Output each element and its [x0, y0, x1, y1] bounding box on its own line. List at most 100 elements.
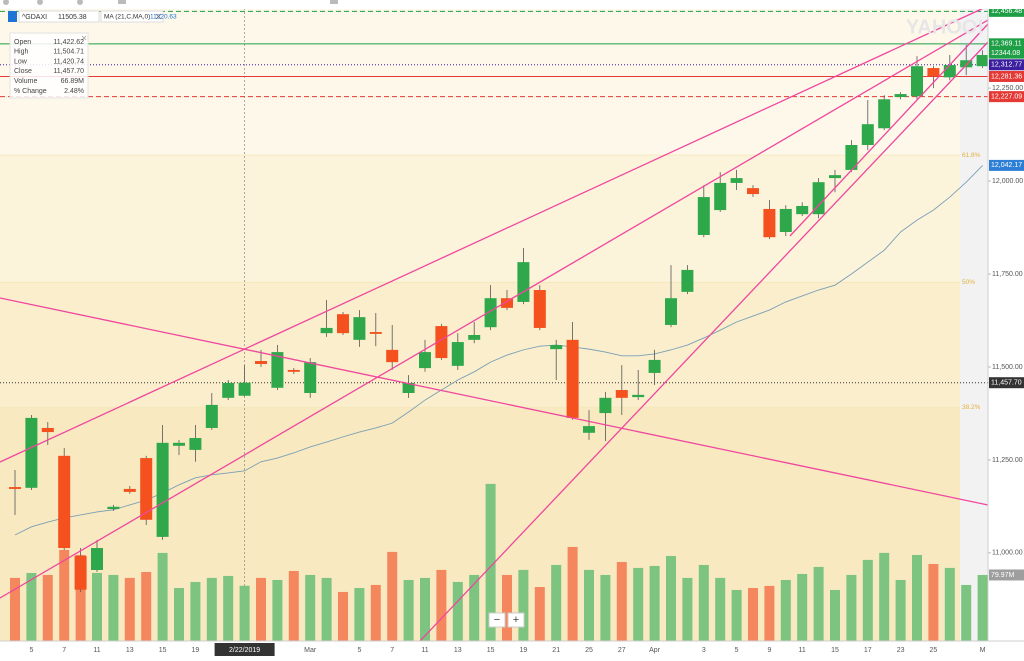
- volume-bar: [124, 577, 135, 641]
- fib-label: 61.8%: [962, 152, 981, 159]
- crosshair-date-box: [214, 643, 275, 656]
- zoom-in[interactable]: +: [513, 614, 519, 626]
- info-key: High: [14, 49, 29, 56]
- x-tick-label: 7: [62, 647, 66, 654]
- candle-body: [255, 361, 267, 365]
- symbol-box[interactable]: [18, 10, 100, 23]
- candle-body: [419, 352, 431, 369]
- volume-bar: [534, 587, 545, 641]
- level-label-box: [989, 159, 1024, 171]
- volume-bar: [403, 579, 414, 641]
- info-value: 2.48%: [64, 88, 84, 95]
- x-tick-label: 9: [767, 647, 771, 654]
- volume-bar: [288, 570, 299, 641]
- level-label-box: [989, 5, 1024, 17]
- level-label-box: [989, 59, 1024, 71]
- toolbar-icon: [3, 0, 9, 5]
- ma-line: [14, 165, 983, 536]
- volume-bar: [666, 555, 676, 641]
- volume-bar: [206, 577, 217, 641]
- symbol-value: 11505.38: [58, 14, 87, 21]
- candle-body: [222, 382, 235, 398]
- indicator-box[interactable]: [100, 10, 164, 23]
- x-tick-label: 15: [831, 647, 839, 654]
- candle-body: [632, 394, 645, 398]
- toolbar-icons: [3, 0, 338, 5]
- toolbar: [0, 0, 1024, 9]
- zoom-controls: − +: [488, 612, 525, 628]
- candle-body: [681, 269, 694, 292]
- candle-body: [484, 298, 497, 328]
- candle-body: [714, 182, 727, 211]
- toolbar-icon: [330, 0, 338, 4]
- info-value: 11,422.62: [53, 39, 84, 46]
- candle-body: [386, 349, 399, 363]
- volume-bar: [813, 566, 824, 641]
- candle-body: [402, 382, 415, 394]
- crosshair-date: 2/22/2019: [229, 647, 260, 654]
- volume-bar: [469, 574, 480, 641]
- symbol: ^GDAXI: [22, 14, 47, 21]
- volume-bar: [633, 567, 644, 641]
- volume-bar: [272, 579, 283, 641]
- volume-bar: [698, 564, 709, 641]
- volume-bar: [502, 574, 512, 641]
- info-close[interactable]: [81, 35, 87, 41]
- volume-bar: [649, 565, 660, 641]
- volume-bar: [895, 579, 906, 641]
- y-tick-label: 12,000.00: [992, 178, 1023, 185]
- x-tick-label: 13: [126, 647, 134, 654]
- zoom-out[interactable]: −: [494, 614, 500, 626]
- x-tick-label: 19: [192, 647, 200, 654]
- volume-bar: [616, 561, 627, 641]
- close-indicator[interactable]: [155, 13, 162, 20]
- level-label: 12,281.36: [991, 73, 1022, 80]
- x-tick-label: 11: [93, 647, 100, 654]
- zoom-in-button[interactable]: [507, 612, 525, 628]
- x-tick-label: 25: [585, 647, 593, 654]
- volume-bar: [780, 579, 791, 641]
- info-value: 11,457.70: [53, 68, 84, 75]
- candle-body: [91, 548, 103, 570]
- toolbar-icon: [77, 0, 83, 5]
- candle-body: [107, 506, 120, 510]
- candle-body: [74, 555, 87, 590]
- candle-body: [878, 99, 891, 129]
- volume-label: 79.97M: [991, 572, 1015, 579]
- candle-body: [25, 417, 38, 488]
- volume-label-box: [989, 569, 1024, 581]
- volume-bar: [748, 587, 758, 641]
- y-tick-label: 11,500.00: [992, 364, 1023, 371]
- level-label-box: [989, 47, 1024, 59]
- zoom-out-button[interactable]: [488, 612, 506, 628]
- level-label: 11,457.70: [991, 380, 1022, 387]
- level-label-box: [989, 70, 1024, 82]
- candle-body: [550, 345, 563, 350]
- x-tick-label: 7: [390, 647, 394, 654]
- volume-bar: [190, 581, 201, 641]
- info-value: 11,420.74: [53, 58, 84, 65]
- volume-bar: [977, 574, 988, 641]
- volume-bar: [961, 584, 972, 641]
- candle-body: [156, 442, 169, 537]
- candle-body: [861, 124, 874, 146]
- volume-bar: [797, 573, 808, 641]
- y-tick-label: 11,750.00: [992, 271, 1023, 278]
- candle-body: [238, 382, 251, 396]
- volume-bar: [354, 587, 365, 641]
- volume-bar: [928, 563, 939, 641]
- x-tick-label: 17: [864, 647, 872, 654]
- candle-body: [943, 65, 956, 78]
- info-rows: Open 11,422.62 High 11,504.71 Low 11,420.74 Cl…: [14, 39, 84, 95]
- fib-band: [0, 0, 960, 156]
- symbol-icon[interactable]: [8, 11, 17, 22]
- candle-body: [796, 205, 809, 215]
- level-label: 12,227.09: [991, 93, 1022, 100]
- candle-body: [599, 397, 612, 414]
- trend-line: [0, 297, 988, 506]
- volume-bar: [764, 585, 775, 641]
- candle-body: [369, 332, 382, 334]
- volume-bar: [370, 584, 381, 641]
- candle-body: [566, 339, 579, 418]
- volume-bar: [26, 572, 37, 641]
